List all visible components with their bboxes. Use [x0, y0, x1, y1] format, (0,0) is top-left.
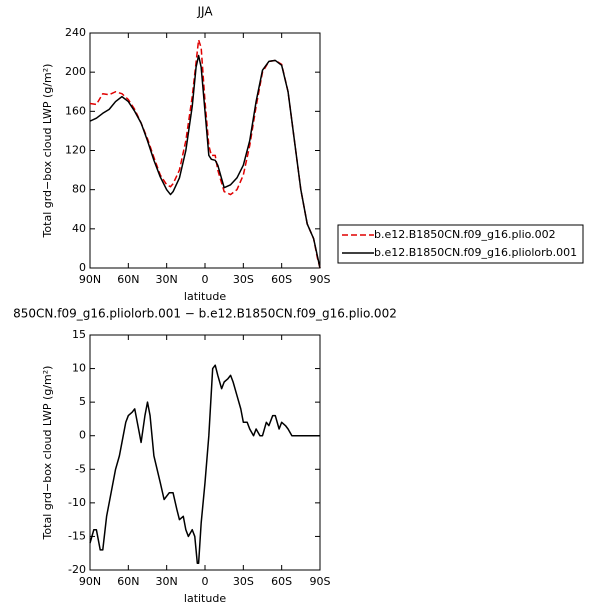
x-tick-label: 60N	[117, 273, 139, 286]
y-tick-label: 0	[79, 429, 86, 442]
y-tick-label: -15	[68, 529, 86, 542]
x-tick-label: 0	[202, 273, 209, 286]
x-tick-label: 30N	[156, 273, 178, 286]
y-tick-label: 15	[72, 328, 86, 341]
x-tick-label: 60S	[271, 575, 292, 588]
y-tick-label: 40	[72, 222, 86, 235]
y-tick-label: 10	[72, 362, 86, 375]
y-tick-label: 240	[65, 26, 86, 39]
y-axis-label: Total grd−box cloud LWP (g/m²)	[41, 64, 54, 239]
series-line	[89, 364, 320, 565]
y-tick-label: -10	[68, 496, 86, 509]
x-tick-label: 30S	[233, 575, 254, 588]
plot-frame	[89, 32, 321, 269]
series-line	[89, 54, 321, 269]
x-tick-label: 60S	[271, 273, 292, 286]
x-tick-label: 60N	[117, 575, 139, 588]
y-tick-label: 160	[65, 104, 86, 117]
x-tick-label: 30N	[156, 575, 178, 588]
x-axis-label: latitude	[184, 290, 226, 303]
legend-box	[337, 224, 584, 264]
chart-title: JJA	[196, 5, 213, 19]
x-tick-label: 90N	[79, 273, 101, 286]
y-tick-label: 0	[79, 261, 86, 274]
series-line	[89, 39, 321, 269]
chart-title: 850CN.f09_g16.pliolorb.001 − b.e12.B1850…	[13, 307, 397, 321]
x-tick-label: 90S	[310, 273, 331, 286]
x-axis-label: latitude	[184, 592, 226, 605]
legend-label: b.e12.B1850CN.f09_g16.pliolorb.001	[374, 246, 577, 259]
y-tick-label: 200	[65, 65, 86, 78]
x-tick-label: 90N	[79, 575, 101, 588]
y-axis-label: Total grd−box cloud LWP (g/m²)	[41, 366, 54, 541]
x-tick-label: 0	[202, 575, 209, 588]
y-tick-label: 5	[79, 395, 86, 408]
legend-label: b.e12.B1850CN.f09_g16.plio.002	[374, 228, 556, 241]
y-tick-label: 120	[65, 144, 86, 157]
x-tick-label: 90S	[310, 575, 331, 588]
y-tick-label: 80	[72, 183, 86, 196]
plot-frame	[89, 334, 321, 571]
x-tick-label: 30S	[233, 273, 254, 286]
y-tick-label: -5	[75, 462, 86, 475]
y-tick-label: -20	[68, 563, 86, 576]
